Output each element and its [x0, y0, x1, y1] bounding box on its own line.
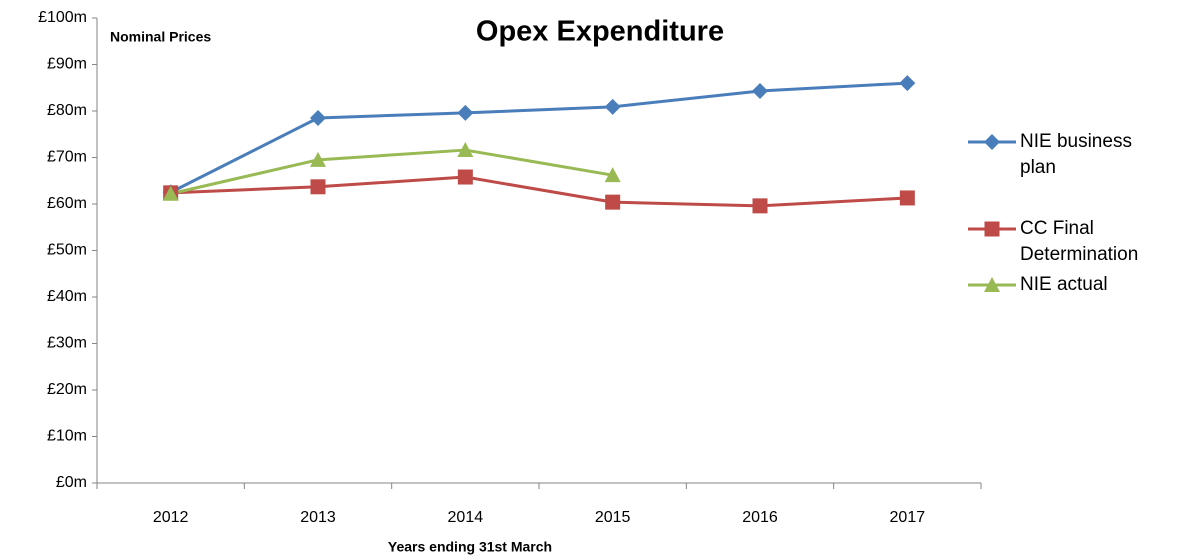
marker: [899, 75, 916, 92]
x-tick-label: 2013: [300, 509, 336, 526]
marker: [310, 179, 326, 195]
y-tick-label: £20m: [47, 381, 87, 398]
y-tick-label: £40m: [47, 288, 87, 305]
y-tick-label: £90m: [47, 56, 87, 73]
annotation: Nominal Prices: [110, 29, 211, 45]
x-tick-label: 2014: [448, 509, 484, 526]
legend-label: NIE business plan: [1020, 131, 1132, 178]
marker: [984, 277, 1000, 292]
marker: [457, 104, 474, 121]
x-tick-label: 2015: [595, 509, 631, 526]
marker: [984, 221, 1000, 237]
x-axis-label: Years ending 31st March: [388, 539, 552, 555]
marker: [310, 151, 326, 167]
marker: [604, 98, 621, 115]
marker: [162, 185, 179, 201]
marker: [605, 194, 621, 210]
y-tick-label: £70m: [47, 149, 87, 166]
x-tick-label: 2012: [153, 509, 189, 526]
y-tick-label: £10m: [47, 428, 87, 445]
y-tick-label: £80m: [47, 102, 87, 119]
marker: [752, 198, 768, 214]
marker: [310, 109, 326, 126]
y-tick-label: £60m: [47, 195, 87, 212]
y-tick-label: £50m: [47, 242, 87, 259]
marker: [604, 167, 621, 183]
y-tick-label: £100m: [38, 9, 87, 26]
legend-label: NIE actual: [1020, 274, 1108, 295]
x-tick-label: 2017: [890, 509, 926, 526]
x-tick-label: 2016: [742, 509, 778, 526]
y-tick-label: £0m: [56, 474, 87, 491]
marker: [457, 142, 474, 158]
series-line: [169, 81, 908, 194]
marker: [899, 190, 915, 206]
legend-label: CC Final Determination: [1020, 218, 1139, 265]
marker: [752, 83, 768, 100]
marker: [457, 169, 473, 185]
marker: [984, 134, 1000, 150]
chart-title: Opex Expenditure: [476, 16, 724, 48]
series-line: [170, 175, 908, 208]
y-tick-label: £30m: [47, 335, 87, 352]
series-line: [170, 148, 613, 196]
